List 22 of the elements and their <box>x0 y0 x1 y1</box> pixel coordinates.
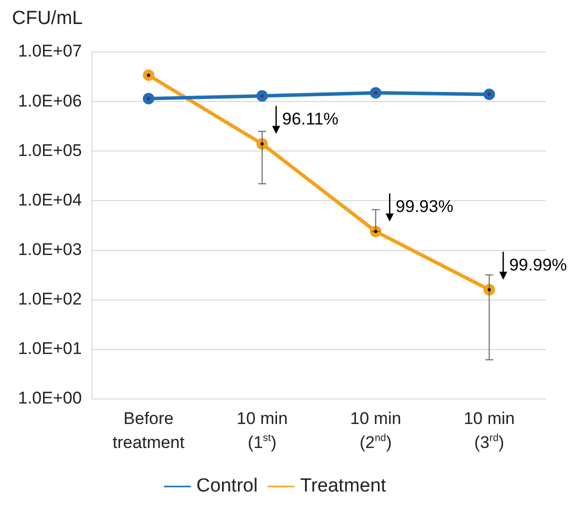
y-tick-label: 1.0E+00 <box>18 388 82 408</box>
y-tick-label: 1.0E+03 <box>18 240 82 259</box>
annotation: 99.93% <box>396 197 454 216</box>
y-tick-label: 1.0E+06 <box>18 91 82 110</box>
legend-label: Treatment <box>300 476 387 497</box>
y-tick-label: 1.0E+02 <box>18 290 82 309</box>
annotation: 99.99% <box>509 255 567 274</box>
point <box>483 88 495 100</box>
y-tick-label: 1.0E+05 <box>18 140 82 160</box>
y-tick-label: 1.0E+04 <box>18 190 82 210</box>
y-tick-label: 1.0E+01 <box>18 339 82 358</box>
legend-label: Control <box>196 476 258 497</box>
point <box>142 92 154 104</box>
annotation: 96.11% <box>282 110 339 129</box>
y-tick-label: 1.0E+07 <box>18 42 82 61</box>
point <box>256 90 268 102</box>
point <box>483 284 495 296</box>
point <box>370 87 382 99</box>
point <box>142 69 154 81</box>
point <box>256 138 268 150</box>
x-tick-label: Before treatment <box>112 409 185 452</box>
y-axis-title: CFU/mL <box>12 8 83 30</box>
